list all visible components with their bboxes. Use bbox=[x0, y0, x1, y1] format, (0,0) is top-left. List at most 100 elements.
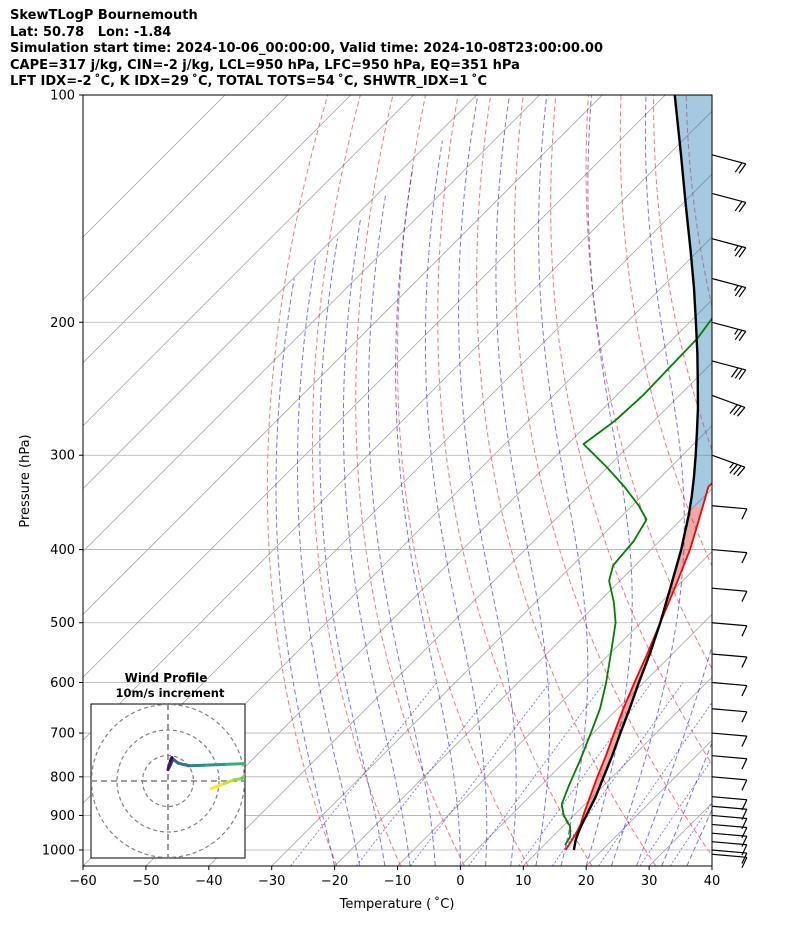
barb-flag bbox=[741, 852, 748, 864]
hodograph-segment bbox=[222, 778, 236, 786]
barb-staff bbox=[711, 394, 746, 408]
hodograph-segment bbox=[166, 759, 173, 772]
moist-adiabat bbox=[458, 95, 517, 866]
isotherm bbox=[775, 95, 794, 866]
hodograph-subtitle: 10m/s increment bbox=[116, 686, 225, 700]
wind-barb bbox=[711, 776, 748, 791]
hodograph-plot bbox=[91, 704, 245, 858]
wind-barb bbox=[711, 805, 748, 820]
mixing-ratio-line bbox=[355, 682, 500, 866]
wind-barb bbox=[711, 708, 748, 723]
wind-barb bbox=[711, 454, 746, 477]
barb-flag bbox=[738, 247, 747, 258]
wind-barb bbox=[711, 681, 748, 697]
moist-adiabat bbox=[275, 278, 336, 866]
x-tick-label: −40 bbox=[195, 874, 222, 889]
barb-flag bbox=[734, 368, 743, 379]
wind-barb bbox=[711, 154, 747, 174]
barb-flag bbox=[729, 404, 738, 414]
barb-staff bbox=[711, 321, 746, 332]
barb-flag bbox=[733, 465, 742, 475]
isotherm bbox=[83, 95, 603, 615]
dry-adiabat bbox=[653, 95, 712, 452]
y-tick-label: 600 bbox=[50, 676, 75, 691]
isotherm bbox=[523, 676, 712, 866]
dry-adiabat bbox=[784, 95, 794, 866]
moist-adiabat bbox=[319, 238, 386, 866]
barb-flag bbox=[734, 162, 743, 173]
barb-staff bbox=[711, 776, 747, 781]
moist-adiabat bbox=[661, 741, 712, 866]
barb-staff bbox=[711, 823, 747, 829]
dry-adiabat bbox=[437, 95, 593, 866]
dry-adiabat bbox=[513, 95, 712, 857]
wind-barb bbox=[711, 841, 748, 856]
x-tick-label: −10 bbox=[384, 874, 411, 889]
moist-adiabat bbox=[495, 95, 551, 866]
barb-flag bbox=[741, 552, 748, 564]
wind-barb bbox=[711, 277, 747, 298]
barb-flag bbox=[741, 809, 748, 820]
barb-staff bbox=[711, 454, 746, 468]
mixing-ratio-line bbox=[290, 682, 438, 866]
x-tick-label: −60 bbox=[69, 874, 96, 889]
isotherm bbox=[711, 865, 712, 866]
barb-staff bbox=[711, 505, 747, 510]
barb-staff bbox=[711, 192, 746, 204]
x-tick-label: −50 bbox=[132, 874, 159, 889]
y-tick-label: 300 bbox=[50, 449, 75, 464]
barb-staff bbox=[711, 653, 747, 658]
barb-flag bbox=[733, 405, 742, 416]
barb-staff bbox=[711, 814, 747, 820]
isotherm bbox=[145, 299, 712, 866]
barb-staff bbox=[711, 154, 746, 165]
dry-adiabat bbox=[311, 95, 402, 866]
barb-flag bbox=[738, 202, 747, 213]
isotherm bbox=[83, 95, 540, 552]
mixing-ratio-line bbox=[639, 758, 712, 866]
dry-adiabat bbox=[585, 95, 712, 670]
isotherm bbox=[83, 95, 666, 678]
wind-barb bbox=[711, 849, 748, 864]
dry-adiabat bbox=[476, 95, 657, 866]
hodograph-title: Wind Profile bbox=[125, 671, 208, 685]
wind-barb bbox=[711, 755, 748, 770]
hodograph-segment bbox=[209, 782, 226, 791]
barb-half-flag bbox=[734, 328, 739, 335]
barb-flag bbox=[734, 246, 743, 257]
hodograph-segment bbox=[169, 756, 174, 763]
barb-staff bbox=[711, 548, 747, 554]
barb-staff bbox=[711, 849, 747, 854]
wind-barb bbox=[711, 622, 748, 637]
barb-flag bbox=[729, 464, 738, 474]
barb-staff bbox=[711, 238, 746, 249]
hodograph-segment bbox=[202, 762, 226, 767]
moist-adiabat bbox=[711, 864, 712, 866]
barb-staff bbox=[711, 360, 746, 371]
moist-adiabat bbox=[297, 259, 361, 866]
y-axis-ticks: 100 200 300 400 500 600 700 800 900 1000 bbox=[42, 89, 83, 859]
barb-staff bbox=[711, 805, 747, 810]
x-tick-label: 30 bbox=[641, 874, 658, 889]
time-text: Simulation start time: 2024-10-06_00:00:… bbox=[10, 41, 603, 56]
temperature-profile bbox=[564, 482, 712, 851]
wind-barb bbox=[711, 360, 747, 380]
moist-adiabat bbox=[538, 95, 589, 866]
moist-adiabat bbox=[367, 193, 436, 866]
wind-barbs bbox=[711, 154, 748, 868]
chart-header: SkewTLogP Bournemouth Lat: 50.78 Lon: -1… bbox=[10, 8, 603, 91]
isotherm bbox=[83, 95, 289, 301]
barb-flag bbox=[741, 508, 748, 520]
wind-barb bbox=[711, 394, 746, 417]
wind-barb bbox=[711, 823, 748, 839]
isotherm bbox=[83, 110, 712, 741]
barb-flag bbox=[741, 735, 748, 747]
x-tick-label: −30 bbox=[258, 874, 285, 889]
barb-half-flag bbox=[734, 285, 739, 292]
mixing-ratio-line bbox=[410, 682, 551, 866]
wind-barb bbox=[711, 653, 748, 668]
wind-barb bbox=[711, 505, 748, 520]
isotherm bbox=[334, 488, 712, 866]
dewpoint-profile bbox=[560, 316, 712, 846]
